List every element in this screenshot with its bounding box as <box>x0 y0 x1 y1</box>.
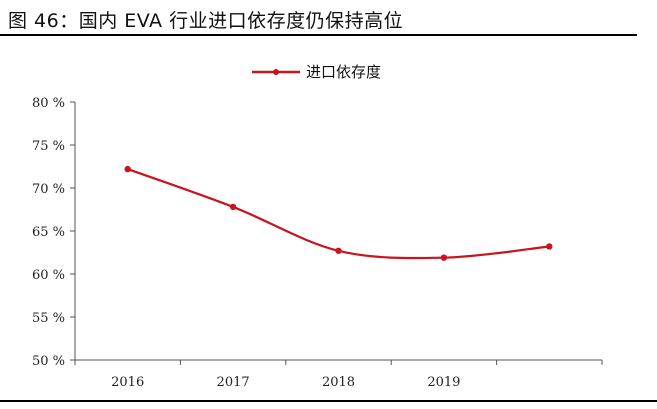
y-tick-label: 75 % <box>32 139 65 154</box>
data-point <box>546 243 553 250</box>
y-tick-label: 70 % <box>32 182 65 197</box>
y-tick-label: 65 % <box>32 225 65 240</box>
series-line <box>127 168 550 260</box>
legend-marker <box>273 69 279 75</box>
bottom-rule <box>0 400 657 402</box>
data-point <box>229 203 237 211</box>
x-tick-label: 2017 <box>217 375 250 390</box>
y-axis-ticks: 50 % 55 % 60 % 65 % 70 % 75 % 80 % <box>32 96 75 369</box>
y-tick-label: 50 % <box>32 354 65 369</box>
data-point <box>124 165 131 173</box>
data-point <box>440 254 448 261</box>
legend-label: 进口依存度 <box>306 63 381 81</box>
legend: 进口依存度 <box>252 63 381 81</box>
y-tick-label: 55 % <box>32 311 65 326</box>
x-tick-label: 2019 <box>427 375 460 390</box>
axes <box>74 102 602 361</box>
x-tick-label: 2018 <box>322 375 355 390</box>
top-rule <box>0 34 637 36</box>
x-tick-label: 2016 <box>111 375 144 390</box>
data-point <box>335 247 342 254</box>
y-tick-label: 80 % <box>32 96 65 111</box>
figure-title: 图 46：国内 EVA 行业进口依存度仍保持高位 <box>8 10 404 32</box>
x-axis-ticks: 2016 2017 2018 2019 <box>74 360 603 390</box>
y-tick-label: 60 % <box>32 268 65 283</box>
data-points <box>124 165 553 261</box>
